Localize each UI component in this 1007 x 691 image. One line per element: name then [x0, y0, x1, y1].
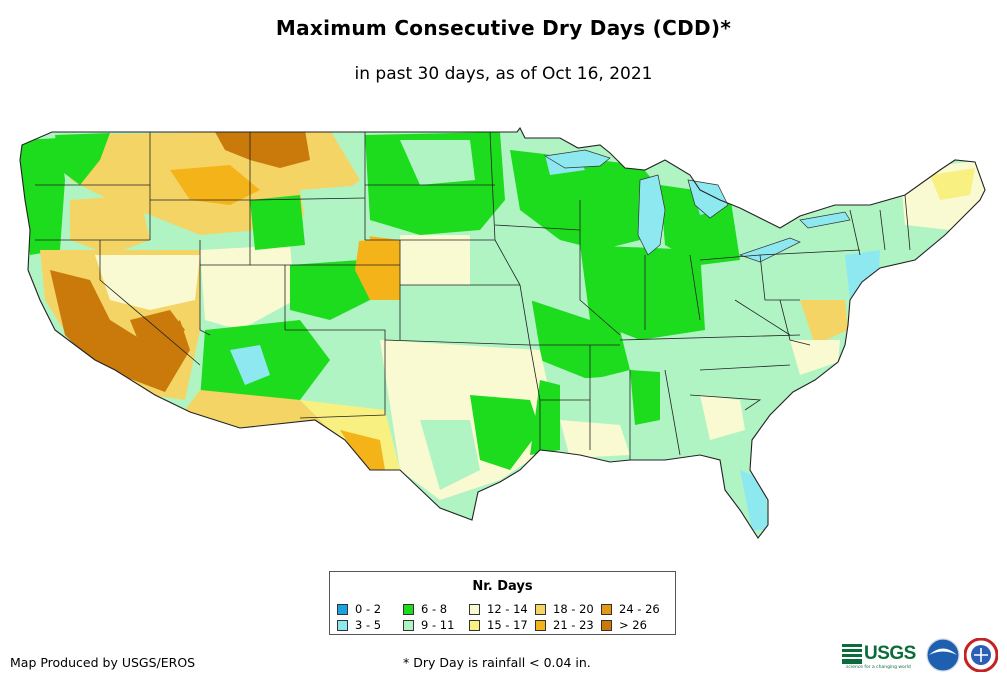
legend-label: 6 - 8: [421, 602, 448, 616]
agency-logos: USGS science for a changing world: [842, 637, 1002, 677]
usgs-wave-icon: [842, 644, 862, 664]
usgs-logo: USGS: [842, 643, 916, 665]
zone-12-14: [95, 255, 200, 310]
legend-item: 12 - 14: [469, 601, 535, 617]
legend-grid: 0 - 2 3 - 5 6 - 8 9 - 11 12 - 14 15 - 17…: [337, 601, 671, 633]
legend-item: 9 - 11: [403, 617, 469, 633]
us-outline: [19, 126, 986, 539]
zone-12-14: [790, 340, 840, 375]
legend-label: 15 - 17: [487, 618, 528, 632]
legend-swatch: [601, 619, 612, 631]
zone-9-11: [300, 185, 370, 245]
legend-swatch: [535, 603, 546, 615]
zone-21-23: [170, 165, 260, 205]
legend-swatch: [403, 603, 414, 615]
legend: Nr. Days 0 - 2 3 - 5 6 - 8 9 - 11 12 - 1…: [329, 571, 676, 635]
legend-title: Nr. Days: [472, 579, 533, 594]
zone-9-11: [400, 285, 540, 350]
legend-swatch: [601, 603, 612, 615]
map-subtitle: in past 30 days, as of Oct 16, 2021: [354, 64, 653, 84]
lake-ontario: [799, 211, 851, 229]
zone-6-8: [530, 300, 630, 380]
usgs-tagline: science for a changing world: [846, 665, 911, 670]
legend-label: 12 - 14: [487, 602, 528, 616]
legend-label: 18 - 20: [553, 602, 594, 616]
zone-9-11: [420, 420, 480, 490]
zone-12-14: [400, 235, 470, 285]
legend-swatch: [337, 603, 348, 615]
noaa-logo-icon: [926, 638, 960, 672]
zone-3-5: [230, 345, 270, 385]
map-title: Maximum Consecutive Dry Days (CDD)*: [275, 16, 732, 40]
zone-21-23: [340, 430, 385, 470]
lake-huron: [687, 179, 729, 219]
legend-item: > 26: [601, 617, 671, 633]
zone-18-20: [185, 390, 330, 430]
legend-item: 3 - 5: [337, 617, 403, 633]
zone-12-14: [560, 420, 630, 458]
legend-swatch: [469, 603, 480, 615]
zone-3-5: [845, 250, 880, 300]
legend-item: 0 - 2: [337, 601, 403, 617]
nws-logo-icon: [964, 638, 998, 672]
state-boundaries: [35, 131, 911, 460]
legend-item: 6 - 8: [403, 601, 469, 617]
legend-swatch: [469, 619, 480, 631]
zone-21-23: [355, 235, 400, 300]
legend-label: 21 - 23: [553, 618, 594, 632]
legend-label: 3 - 5: [355, 618, 382, 632]
zone-6-8: [290, 260, 370, 320]
zone-6-8: [530, 380, 560, 455]
zone-9-11: [400, 140, 475, 185]
usgs-logo-text: USGS: [864, 643, 916, 664]
legend-item: 15 - 17: [469, 617, 535, 633]
zone-12-14: [200, 245, 295, 330]
zone-6-8: [20, 138, 65, 255]
zone-12-14: [700, 395, 745, 440]
credit-text: Map Produced by USGS/EROS: [10, 655, 196, 670]
legend-swatch: [337, 619, 348, 631]
zone-over-26: [215, 130, 310, 168]
legend-item: 21 - 23: [535, 617, 601, 633]
legend-label: 24 - 26: [619, 602, 660, 616]
legend-label: > 26: [619, 618, 647, 632]
footnote-text: * Dry Day is rainfall < 0.04 in.: [403, 655, 591, 670]
legend-label: 0 - 2: [355, 602, 382, 616]
zone-6-8: [630, 370, 660, 425]
legend-swatch: [535, 619, 546, 631]
legend-swatch: [403, 619, 414, 631]
zone-6-8: [580, 245, 705, 340]
lake-superior: [543, 149, 611, 169]
zone-over-26: [50, 270, 190, 392]
legend-item: 24 - 26: [601, 601, 671, 617]
cdd-zones: [20, 128, 985, 538]
zone-18-20: [800, 300, 848, 345]
zone-15-17: [930, 168, 975, 200]
zone-6-8: [55, 133, 110, 185]
legend-label: 9 - 11: [421, 618, 455, 632]
zone-6-8: [470, 395, 540, 470]
legend-item: 18 - 20: [535, 601, 601, 617]
zone-6-8: [250, 195, 305, 250]
lake-michigan: [637, 174, 666, 256]
lake-erie: [738, 237, 801, 263]
zone-over-26: [130, 310, 185, 350]
